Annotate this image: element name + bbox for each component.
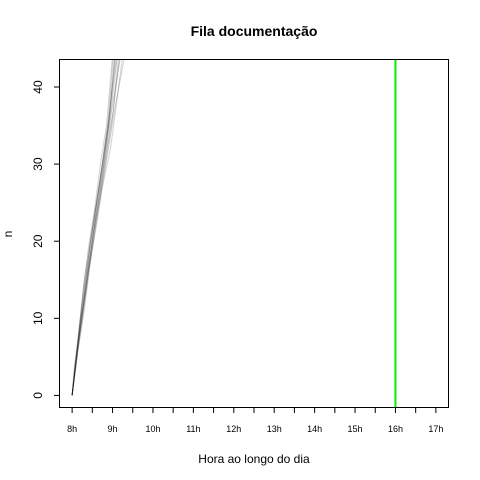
x-tick-label: 13h [267, 424, 282, 434]
y-axis-label: n [1, 231, 15, 238]
x-tick-label: 17h [428, 424, 443, 434]
x-tick-label: 16h [388, 424, 403, 434]
series-line-8 [71, 60, 125, 396]
x-tick-label: 8h [67, 424, 77, 434]
series-line-9 [71, 60, 118, 396]
chart-title: Fila documentação [191, 23, 318, 39]
series-line-12 [71, 60, 116, 396]
x-tick-label: 15h [348, 424, 363, 434]
series-line-5 [71, 60, 113, 396]
series-line-11 [71, 60, 120, 396]
x-axis-label: Hora ao longo do dia [198, 452, 310, 466]
series-line-4 [71, 60, 123, 396]
series-line-1 [71, 60, 115, 396]
x-tick-label: 9h [108, 424, 118, 434]
x-tick-label: 11h [186, 424, 200, 434]
x-tick-label: 12h [226, 424, 241, 434]
y-tick-label: 30 [31, 157, 45, 171]
x-tick-label: 14h [307, 424, 322, 434]
series-line-7 [71, 60, 114, 396]
x-axis: 8h 9h 10h 11h 12h 13h 14h 15h 16h 17h [67, 407, 443, 434]
y-tick-label: 0 [31, 392, 45, 399]
series-line-10 [71, 60, 116, 396]
series-line-6 [71, 60, 121, 396]
series-line-3 [71, 60, 117, 396]
x-tick-label: 10h [145, 424, 160, 434]
y-tick-label: 40 [31, 80, 45, 94]
y-axis: 0 10 20 30 40 [31, 80, 60, 399]
y-tick-label: 10 [31, 311, 45, 325]
series-lines [71, 60, 125, 396]
y-tick-label: 20 [31, 234, 45, 248]
plot-frame [59, 59, 449, 408]
series-line-2 [71, 60, 119, 396]
